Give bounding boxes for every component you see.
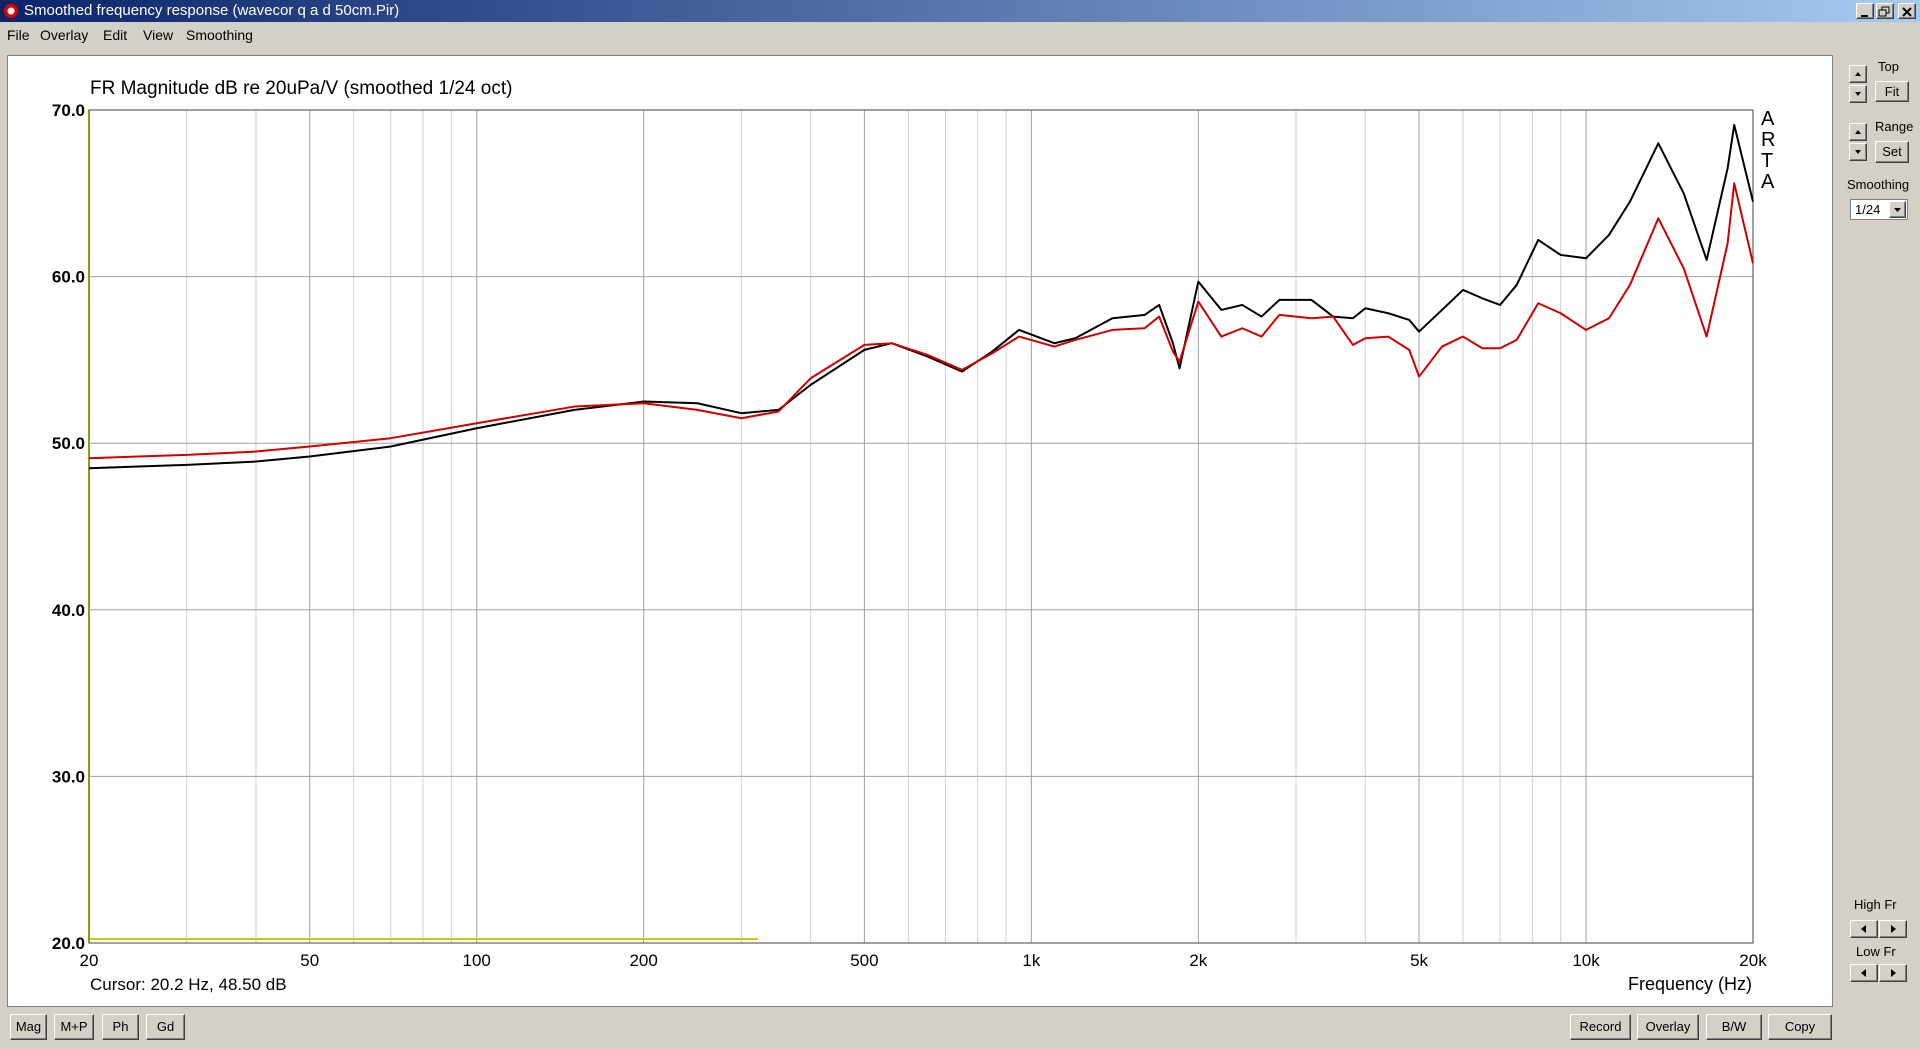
y-tick-label: 70.0 bbox=[52, 101, 85, 120]
fit-button[interactable]: Fit bbox=[1875, 81, 1909, 102]
x-tick-label: 200 bbox=[629, 951, 657, 970]
y-tick-label: 40.0 bbox=[52, 601, 85, 620]
y-tick-label: 20.0 bbox=[52, 934, 85, 953]
smoothing-select[interactable]: 1/24 bbox=[1850, 199, 1908, 220]
title-bar: Smoothed frequency response (wavecor q a… bbox=[0, 0, 1920, 22]
range-up[interactable] bbox=[1849, 123, 1867, 141]
menu-item[interactable]: Edit bbox=[103, 27, 128, 43]
toolbar-button[interactable]: Copy bbox=[1768, 1014, 1832, 1040]
menu-item[interactable]: File bbox=[7, 27, 30, 43]
range-down[interactable] bbox=[1849, 143, 1867, 161]
toolbar-button[interactable]: B/W bbox=[1706, 1014, 1762, 1040]
window-title: Smoothed frequency response (wavecor q a… bbox=[24, 2, 400, 19]
top-label: Top bbox=[1878, 59, 1899, 74]
data-line bbox=[88, 182, 1754, 460]
restore-button[interactable] bbox=[1876, 3, 1894, 19]
high-fr-right[interactable] bbox=[1879, 920, 1907, 938]
toolbar-button[interactable]: Gd bbox=[146, 1014, 185, 1040]
app-icon bbox=[4, 4, 18, 18]
y-tick-label: 50.0 bbox=[52, 434, 85, 453]
x-tick-label: 100 bbox=[463, 951, 491, 970]
chart: FR Magnitude dB re 20uPa/V (smoothed 1/2… bbox=[52, 78, 1767, 994]
plot-frame bbox=[88, 109, 1754, 944]
toolbar-button[interactable]: Mag bbox=[10, 1014, 47, 1040]
dropdown-arrow[interactable] bbox=[1889, 201, 1906, 218]
data-line bbox=[88, 123, 1754, 470]
menu-item[interactable]: Overlay bbox=[40, 27, 89, 43]
menu-item[interactable]: Smoothing bbox=[186, 27, 253, 43]
plot-panel: FR Magnitude dB re 20uPa/V (smoothed 1/2… bbox=[7, 55, 1833, 1007]
x-axis-label: Frequency (Hz) bbox=[1628, 974, 1752, 994]
range-label: Range bbox=[1875, 119, 1914, 134]
menu-bar: File Overlay Edit View Smoothing bbox=[0, 22, 1920, 46]
y-tick-label: 30.0 bbox=[52, 767, 85, 786]
y-tick-label: 60.0 bbox=[52, 268, 85, 287]
x-tick-label: 50 bbox=[300, 951, 319, 970]
top-down[interactable] bbox=[1849, 85, 1867, 103]
x-tick-label: 20k bbox=[1739, 951, 1767, 970]
x-tick-label: 10k bbox=[1572, 951, 1600, 970]
chart-title: FR Magnitude dB re 20uPa/V (smoothed 1/2… bbox=[90, 78, 512, 99]
low-fr-label: Low Fr bbox=[1856, 944, 1896, 959]
toolbar-button[interactable]: M+P bbox=[54, 1014, 94, 1040]
cursor-readout: Cursor: 20.2 Hz, 48.50 dB bbox=[90, 975, 287, 994]
high-fr-left[interactable] bbox=[1850, 920, 1878, 938]
x-tick-label: 20 bbox=[80, 951, 99, 970]
x-tick-label: 1k bbox=[1022, 951, 1040, 970]
top-up[interactable] bbox=[1849, 65, 1867, 83]
set-button[interactable]: Set bbox=[1875, 141, 1909, 163]
menu-item[interactable]: View bbox=[143, 27, 174, 43]
smoothing-label: Smoothing bbox=[1847, 177, 1910, 192]
toolbar-button[interactable]: Overlay bbox=[1637, 1014, 1699, 1040]
x-tick-label: 2k bbox=[1189, 951, 1207, 970]
toolbar-button[interactable]: Ph bbox=[102, 1014, 139, 1040]
brand-label: ARTA bbox=[1761, 108, 1776, 193]
low-fr-left[interactable] bbox=[1850, 964, 1878, 982]
x-tick-label: 5k bbox=[1410, 951, 1428, 970]
high-fr-label: High Fr bbox=[1854, 897, 1897, 912]
x-tick-label: 500 bbox=[850, 951, 878, 970]
smoothing-value: 1/24 bbox=[1855, 202, 1881, 217]
close-button[interactable] bbox=[1898, 3, 1916, 19]
toolbar-button[interactable]: Record bbox=[1570, 1014, 1631, 1040]
minimize-button[interactable] bbox=[1856, 3, 1874, 19]
low-fr-right[interactable] bbox=[1879, 964, 1907, 982]
